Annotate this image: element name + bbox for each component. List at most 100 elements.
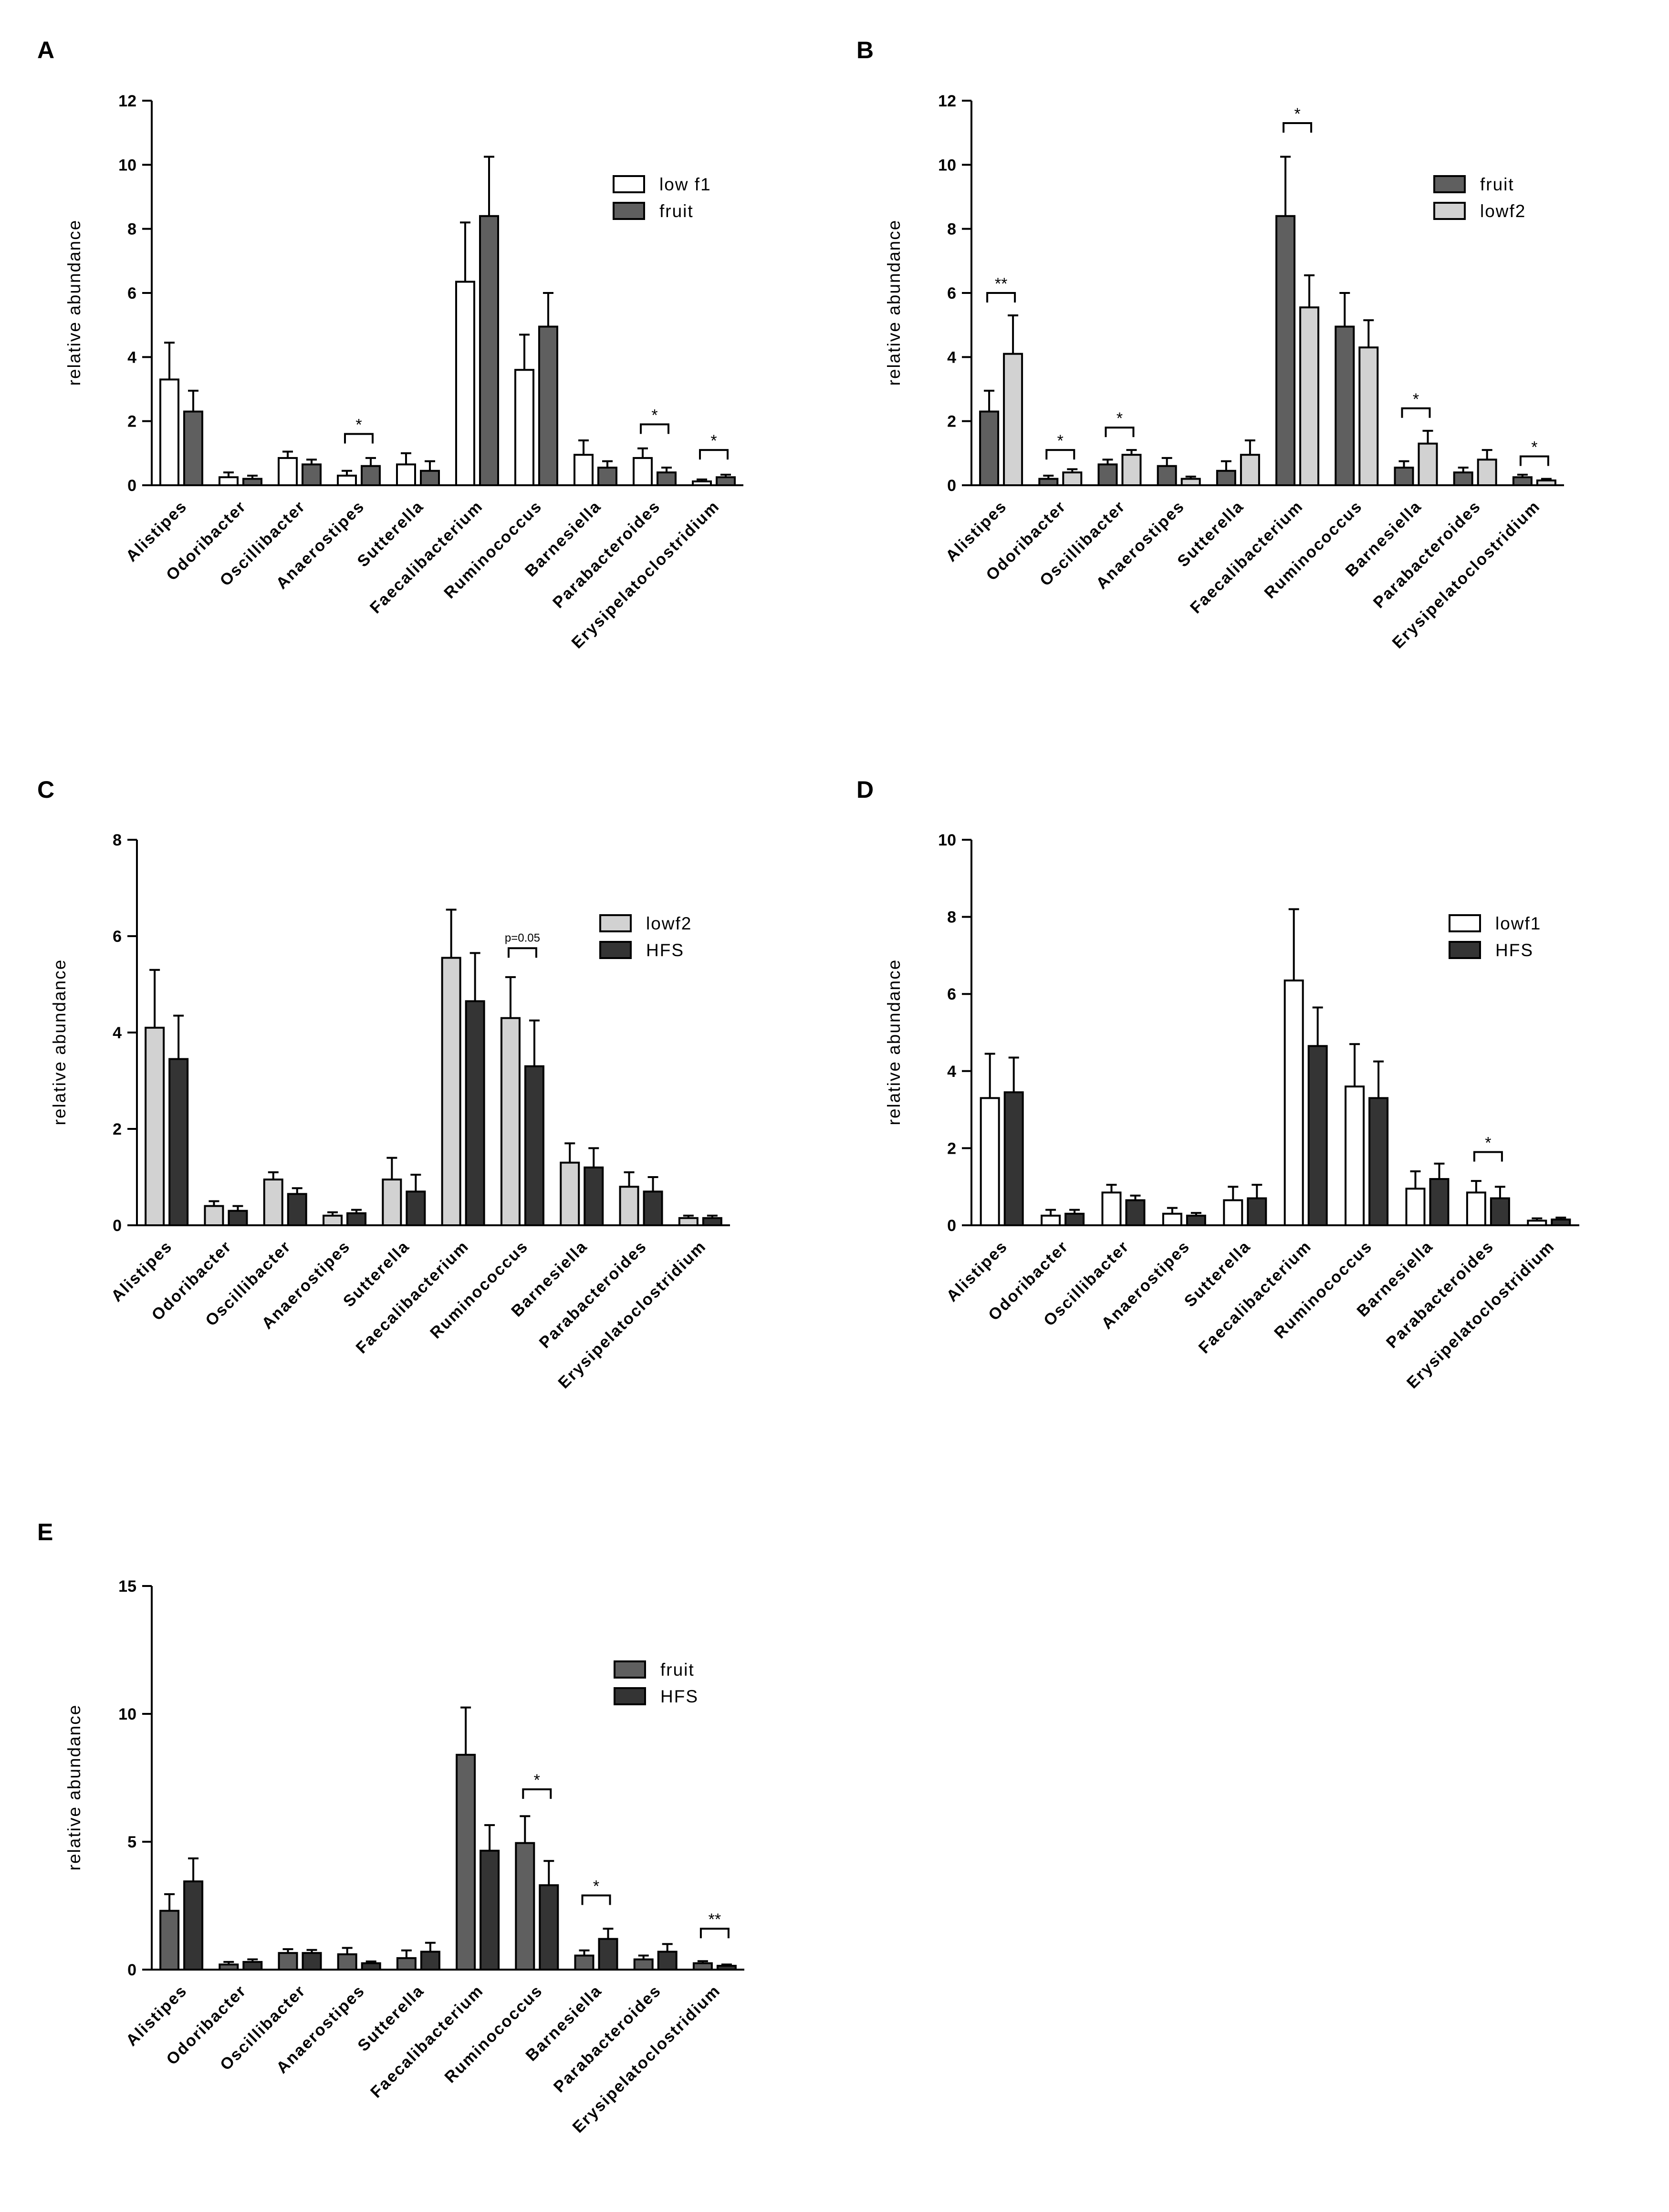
x-tick-label-ruminococcus: Ruminococcus (1261, 497, 1366, 602)
y-tick-label: 6 (947, 985, 956, 1003)
bar-lowf2-parabacteroides (1477, 459, 1497, 486)
bar-fruit-erysipelatoclostridium (1512, 476, 1533, 486)
bar-lowf1-parabacteroides (1466, 1191, 1486, 1227)
x-tick-label-ruminococcus: Ruminococcus (427, 1237, 532, 1342)
bar-hfs-parabacteroides (1490, 1197, 1510, 1226)
bar-lowf1-odoribacter (1041, 1214, 1061, 1227)
bar-lowf2-anaerostipes (1180, 478, 1201, 486)
significance-bracket (344, 433, 374, 444)
bar-hfs-oscillibacter (1125, 1199, 1146, 1226)
bar-hfs-ruminococcus (1368, 1097, 1389, 1227)
bar-hfs-oscillibacter (302, 1952, 322, 1971)
significance-bracket (1045, 449, 1075, 460)
bar-fruit-odoribacter (219, 1963, 239, 1971)
bar-fruit-oscillibacter (1097, 463, 1118, 487)
bar-fruit-odoribacter (242, 478, 262, 486)
panel-letter: A (37, 37, 54, 63)
bar-lowf1-alistipes (980, 1097, 1000, 1227)
bar-low-f1-parabacteroides (633, 457, 653, 486)
significance-bracket (522, 1788, 552, 1799)
bar-fruit-sutterella (420, 470, 440, 487)
bar-hfs-parabacteroides (643, 1190, 663, 1227)
bar-lowf2-erysipelatoclostridium (678, 1217, 699, 1227)
y-tick-label: 2 (113, 1120, 122, 1138)
bar-lowf2-odoribacter (204, 1205, 224, 1227)
x-tick-label-faecalibacterium: Faecalibacterium (353, 1237, 473, 1357)
bar-hfs-oscillibacter (287, 1193, 307, 1227)
bar-lowf2-barnesiella (1418, 442, 1438, 487)
bar-low-f1-anaerostipes (337, 474, 357, 486)
bar-fruit-ruminococcus (515, 1842, 535, 1971)
panel-letter: D (856, 776, 874, 803)
bar-low-f1-sutterella (396, 463, 416, 487)
bar-lowf2-ruminococcus (500, 1017, 521, 1226)
bar-hfs-sutterella (420, 1951, 440, 1971)
bar-fruit-erysipelatoclostridium (716, 476, 736, 486)
panel-letter: B (856, 37, 874, 63)
legend-label-fruit: fruit (1480, 175, 1514, 194)
bar-hfs-odoribacter (228, 1210, 248, 1226)
bar-fruit-ruminococcus (1335, 325, 1355, 487)
bar-low-f1-alistipes (159, 378, 179, 486)
panel-letter: E (37, 1519, 53, 1545)
bar-lowf1-barnesiella (1405, 1188, 1426, 1226)
bar-fruit-parabacteroides (657, 471, 677, 487)
significance-label: * (1057, 432, 1064, 450)
significance-label: ** (995, 275, 1007, 293)
bar-hfs-barnesiella (1429, 1178, 1450, 1227)
x-tick-label-ruminococcus: Ruminococcus (440, 497, 545, 602)
bar-fruit-alistipes (183, 410, 203, 486)
y-tick-label: 15 (118, 1577, 136, 1596)
bar-hfs-barnesiella (598, 1938, 618, 1971)
bar-hfs-alistipes (168, 1058, 189, 1227)
bar-hfs-faecalibacterium (480, 1849, 500, 1971)
y-axis-label: relative abundance (64, 219, 84, 386)
y-tick-label: 10 (938, 156, 956, 174)
bar-low-f1-faecalibacterium (455, 281, 475, 486)
legend-label-lowf1: lowf1 (1495, 914, 1541, 933)
y-tick-label: 0 (127, 1961, 136, 1979)
bar-fruit-oscillibacter (278, 1952, 298, 1971)
bar-low-f1-odoribacter (219, 476, 239, 486)
bar-fruit-anaerostipes (1157, 465, 1177, 487)
bar-fruit-barnesiella (1394, 467, 1414, 487)
bar-fruit-sutterella (1216, 470, 1236, 487)
bar-fruit-alistipes (159, 1909, 180, 1971)
legend-swatch-lowf2 (1433, 202, 1466, 220)
legend-label-hfs: HFS (1495, 940, 1533, 960)
significance-bracket (581, 1894, 611, 1905)
x-tick-label-parabacteroides: Parabacteroides (1383, 1237, 1497, 1352)
y-axis-label: relative abundance (50, 959, 69, 1126)
bar-hfs-ruminococcus (539, 1884, 559, 1971)
y-axis-label: relative abundance (884, 219, 904, 386)
x-tick-label-parabacteroides: Parabacteroides (536, 1237, 650, 1352)
bar-hfs-sutterella (406, 1190, 426, 1227)
bar-low-f1-erysipelatoclostridium (692, 480, 712, 487)
y-tick-label: 10 (118, 156, 136, 174)
bar-hfs-anaerostipes (346, 1212, 367, 1226)
significance-bracket (699, 449, 729, 460)
x-tick-label-faecalibacterium: Faecalibacterium (366, 497, 487, 617)
bar-fruit-anaerostipes (361, 465, 381, 487)
y-tick-label: 0 (113, 1217, 122, 1235)
bar-fruit-odoribacter (1038, 478, 1059, 486)
bar-hfs-odoribacter (1064, 1212, 1085, 1227)
bar-lowf1-erysipelatoclostridium (1527, 1220, 1547, 1226)
significance-bracket (1401, 407, 1431, 418)
y-tick-label: 5 (127, 1833, 136, 1851)
significance-bracket (507, 947, 537, 958)
legend-label-fruit: fruit (659, 201, 694, 221)
bar-fruit-parabacteroides (633, 1958, 654, 1971)
bar-lowf2-barnesiella (560, 1161, 580, 1226)
bar-fruit-alistipes (979, 410, 1000, 486)
legend-swatch-hfs (614, 1687, 646, 1705)
y-tick-label: 4 (113, 1024, 122, 1042)
y-axis-label: relative abundance (884, 959, 904, 1126)
bar-hfs-erysipelatoclostridium (716, 1964, 737, 1971)
significance-label: * (651, 406, 657, 424)
